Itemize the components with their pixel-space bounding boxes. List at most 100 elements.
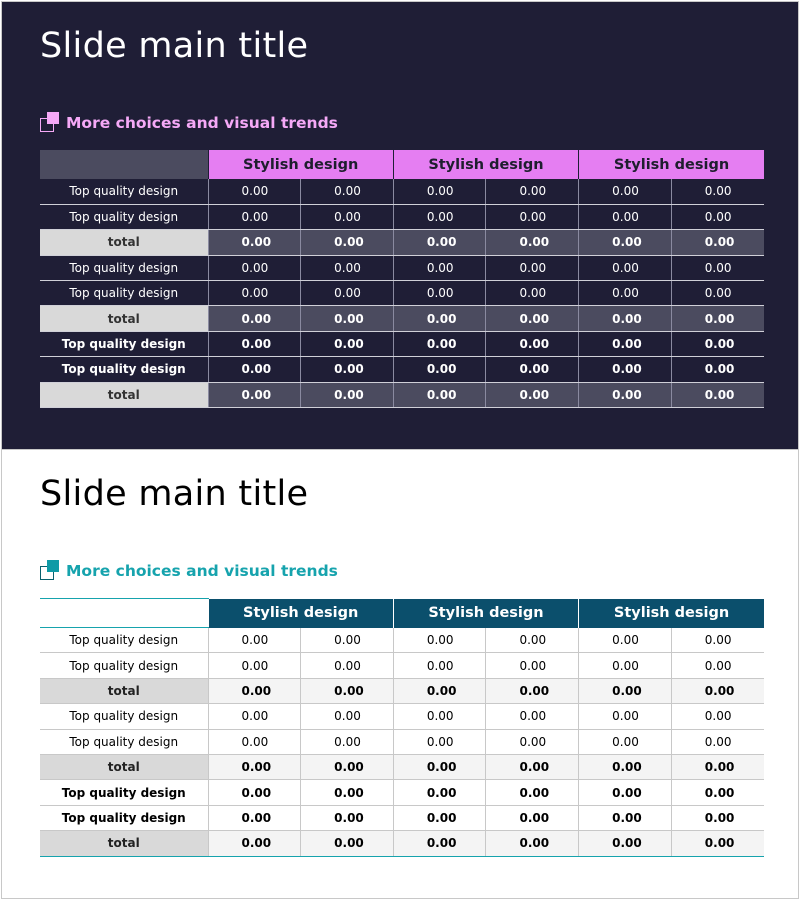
value-cell: 0.00 bbox=[207, 729, 301, 755]
value-cell: 0.00 bbox=[670, 703, 764, 730]
value-cell: 0.00 bbox=[207, 779, 301, 806]
column-group-header: Stylish design bbox=[207, 598, 394, 628]
value-cell: 0.00 bbox=[485, 754, 579, 781]
value-cell: 0.00 bbox=[485, 729, 579, 755]
value-cell: 0.00 bbox=[392, 356, 486, 383]
value-cell: 0.00 bbox=[300, 305, 394, 332]
value-cell: 0.00 bbox=[300, 280, 394, 307]
table-row: Top quality design 0.00 0.00 0.00 0.00 0.00 0.… bbox=[40, 805, 764, 832]
value-cell: 0.00 bbox=[392, 280, 486, 307]
value-cell: 0.00 bbox=[207, 678, 301, 705]
table-row: Top quality design 0.00 0.00 0.00 0.00 0.00 0.… bbox=[40, 255, 764, 282]
total-row: total 0.00 0.00 0.00 0.00 0.00 0.00 bbox=[40, 229, 764, 256]
slide-title: Slide main title bbox=[40, 26, 309, 66]
value-cell: 0.00 bbox=[207, 356, 301, 383]
value-cell: 0.00 bbox=[207, 305, 301, 332]
total-row: total 0.00 0.00 0.00 0.00 0.00 0.00 bbox=[40, 678, 764, 705]
value-cell: 0.00 bbox=[392, 703, 486, 730]
value-cell: 0.00 bbox=[300, 754, 394, 781]
value-cell: 0.00 bbox=[578, 382, 672, 409]
row-label: Top quality design bbox=[40, 627, 208, 654]
value-cell: 0.00 bbox=[578, 779, 672, 806]
slide-light: Slide main title More choices and visual… bbox=[1, 450, 799, 899]
column-group-header: Stylish design bbox=[207, 150, 394, 179]
value-cell: 0.00 bbox=[485, 305, 579, 332]
value-cell: 0.00 bbox=[207, 229, 301, 256]
column-group-header: Stylish design bbox=[392, 150, 579, 179]
row-label: Top quality design bbox=[40, 703, 208, 730]
value-cell: 0.00 bbox=[300, 229, 394, 256]
total-row: total 0.00 0.00 0.00 0.00 0.00 0.00 bbox=[40, 830, 764, 857]
row-label: Top quality design bbox=[40, 729, 208, 755]
value-cell: 0.00 bbox=[670, 305, 764, 332]
header-corner-cell bbox=[40, 598, 208, 628]
value-cell: 0.00 bbox=[578, 754, 672, 781]
table-row: Top quality design 0.00 0.00 0.00 0.00 0.00 0.… bbox=[40, 652, 764, 679]
total-row: total 0.00 0.00 0.00 0.00 0.00 0.00 bbox=[40, 754, 764, 781]
value-cell: 0.00 bbox=[485, 830, 579, 857]
value-cell: 0.00 bbox=[578, 678, 672, 705]
value-cell: 0.00 bbox=[670, 331, 764, 358]
row-label: total bbox=[40, 754, 208, 781]
value-cell: 0.00 bbox=[207, 204, 301, 231]
value-cell: 0.00 bbox=[207, 280, 301, 307]
value-cell: 0.00 bbox=[392, 830, 486, 857]
row-label: Top quality design bbox=[40, 779, 208, 806]
row-label: Top quality design bbox=[40, 356, 208, 383]
value-cell: 0.00 bbox=[207, 830, 301, 857]
value-cell: 0.00 bbox=[300, 331, 394, 358]
value-cell: 0.00 bbox=[300, 204, 394, 231]
value-cell: 0.00 bbox=[485, 204, 579, 231]
value-cell: 0.00 bbox=[670, 779, 764, 806]
value-cell: 0.00 bbox=[670, 830, 764, 857]
value-cell: 0.00 bbox=[392, 729, 486, 755]
row-label: Top quality design bbox=[40, 204, 208, 231]
value-cell: 0.00 bbox=[207, 754, 301, 781]
value-cell: 0.00 bbox=[670, 280, 764, 307]
table-row: Top quality design 0.00 0.00 0.00 0.00 0.00 0.… bbox=[40, 356, 764, 383]
row-label: Top quality design bbox=[40, 255, 208, 282]
value-cell: 0.00 bbox=[207, 627, 301, 654]
value-cell: 0.00 bbox=[207, 805, 301, 832]
value-cell: 0.00 bbox=[670, 805, 764, 832]
value-cell: 0.00 bbox=[578, 179, 672, 205]
table-header-row: Stylish design Stylish design Stylish desi… bbox=[40, 598, 764, 628]
subtitle-text: More choices and visual trends bbox=[66, 114, 338, 132]
subtitle-text: More choices and visual trends bbox=[66, 562, 338, 580]
value-cell: 0.00 bbox=[300, 779, 394, 806]
value-cell: 0.00 bbox=[300, 805, 394, 832]
value-cell: 0.00 bbox=[300, 830, 394, 857]
value-cell: 0.00 bbox=[670, 382, 764, 409]
row-label: Top quality design bbox=[40, 280, 208, 307]
data-table: Stylish design Stylish design Stylish desi… bbox=[40, 598, 764, 857]
value-cell: 0.00 bbox=[392, 779, 486, 806]
value-cell: 0.00 bbox=[392, 678, 486, 705]
value-cell: 0.00 bbox=[670, 356, 764, 383]
value-cell: 0.00 bbox=[300, 703, 394, 730]
column-group-header: Stylish design bbox=[578, 598, 764, 628]
column-group-header: Stylish design bbox=[578, 150, 764, 179]
row-label: Top quality design bbox=[40, 652, 208, 679]
value-cell: 0.00 bbox=[300, 382, 394, 409]
slide-subtitle: More choices and visual trends bbox=[40, 560, 338, 582]
value-cell: 0.00 bbox=[578, 805, 672, 832]
value-cell: 0.00 bbox=[485, 678, 579, 705]
value-cell: 0.00 bbox=[485, 255, 579, 282]
value-cell: 0.00 bbox=[485, 356, 579, 383]
value-cell: 0.00 bbox=[392, 204, 486, 231]
table-row: Top quality design 0.00 0.00 0.00 0.00 0.00 0.… bbox=[40, 703, 764, 730]
value-cell: 0.00 bbox=[670, 229, 764, 256]
row-label: Top quality design bbox=[40, 179, 208, 205]
value-cell: 0.00 bbox=[485, 627, 579, 654]
value-cell: 0.00 bbox=[578, 830, 672, 857]
slide-title: Slide main title bbox=[40, 474, 309, 514]
value-cell: 0.00 bbox=[485, 331, 579, 358]
value-cell: 0.00 bbox=[485, 805, 579, 832]
data-table: Stylish design Stylish design Stylish desi… bbox=[40, 150, 764, 409]
value-cell: 0.00 bbox=[578, 627, 672, 654]
value-cell: 0.00 bbox=[578, 331, 672, 358]
slide-dark: Slide main title More choices and visual… bbox=[1, 1, 799, 450]
overlapping-squares-icon bbox=[40, 112, 62, 134]
value-cell: 0.00 bbox=[485, 652, 579, 679]
total-row: total 0.00 0.00 0.00 0.00 0.00 0.00 bbox=[40, 382, 764, 409]
